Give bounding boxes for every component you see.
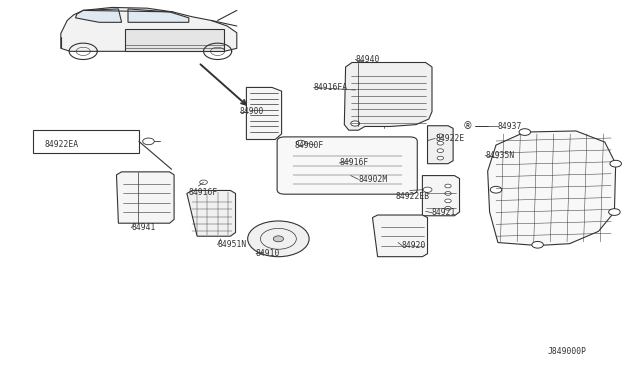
Text: 84937: 84937: [498, 122, 522, 131]
Circle shape: [143, 138, 154, 145]
Circle shape: [437, 141, 444, 145]
Circle shape: [609, 209, 620, 215]
Polygon shape: [246, 87, 282, 140]
Circle shape: [532, 241, 543, 248]
Polygon shape: [422, 176, 460, 216]
Polygon shape: [372, 215, 428, 257]
Text: 84916FA: 84916FA: [314, 83, 348, 92]
Text: 84916F: 84916F: [339, 158, 369, 167]
Text: 84900: 84900: [240, 107, 264, 116]
Text: 84900F: 84900F: [294, 141, 324, 150]
Circle shape: [296, 140, 305, 145]
Polygon shape: [187, 190, 236, 236]
Text: 84922EB: 84922EB: [396, 192, 429, 201]
Circle shape: [490, 186, 502, 193]
Circle shape: [437, 134, 444, 138]
Text: 84940: 84940: [355, 55, 380, 64]
Circle shape: [445, 192, 451, 195]
Circle shape: [248, 221, 309, 257]
Circle shape: [445, 184, 451, 188]
Polygon shape: [61, 7, 237, 51]
Circle shape: [351, 121, 360, 126]
Text: 84920: 84920: [402, 241, 426, 250]
Bar: [125, 29, 224, 51]
Text: J849000P: J849000P: [547, 347, 586, 356]
Text: 84922EA: 84922EA: [45, 140, 79, 149]
Circle shape: [445, 206, 451, 210]
Circle shape: [437, 149, 444, 153]
Text: 84951N: 84951N: [218, 240, 247, 249]
Circle shape: [423, 187, 432, 192]
FancyBboxPatch shape: [277, 137, 417, 194]
Polygon shape: [428, 126, 453, 164]
Circle shape: [273, 236, 284, 242]
Polygon shape: [488, 131, 616, 246]
Text: 84921: 84921: [432, 208, 456, 217]
Polygon shape: [76, 9, 122, 22]
Text: 84941: 84941: [131, 223, 156, 232]
Circle shape: [445, 199, 451, 203]
Circle shape: [437, 156, 444, 160]
Circle shape: [519, 129, 531, 135]
Circle shape: [610, 160, 621, 167]
Text: 84916F: 84916F: [189, 188, 218, 197]
Circle shape: [200, 180, 207, 185]
Polygon shape: [128, 9, 189, 22]
Bar: [33, 130, 139, 153]
Polygon shape: [344, 62, 432, 130]
Text: 84902M: 84902M: [358, 175, 388, 184]
Text: 84935N: 84935N: [485, 151, 515, 160]
Text: ®: ®: [462, 122, 472, 131]
Polygon shape: [116, 172, 174, 223]
Text: 84922E: 84922E: [435, 134, 465, 143]
Text: 84910: 84910: [256, 249, 280, 258]
